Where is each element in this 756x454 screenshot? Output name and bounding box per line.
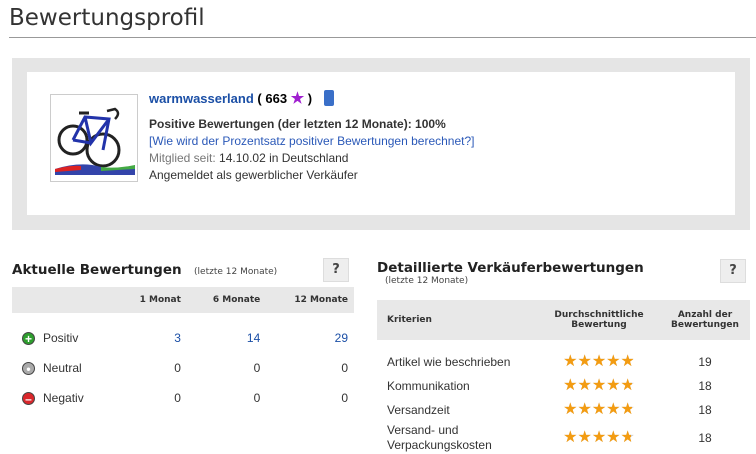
star-rating: ★★★★★ ★★★★★: [563, 377, 635, 394]
count: 0: [174, 361, 181, 375]
divider: [9, 37, 756, 38]
detailed-title: Detaillierte Verkäuferbewertungen: [377, 260, 644, 276]
row-label: Negativ: [43, 390, 84, 405]
star-rating: ★★★★★ ★★★★★: [563, 401, 635, 418]
table-row: • Neutral 0 0 0: [12, 353, 354, 383]
score-close: ): [307, 91, 313, 106]
page-title: Bewertungsprofil: [9, 5, 205, 31]
detailed-help-button[interactable]: ?: [720, 259, 746, 283]
profile-info: warmwasserland ( 663 ★ ) Positive Bewert…: [149, 90, 475, 184]
star-rating: ★★★★★ ★★★★★: [563, 429, 635, 446]
score-open: (: [257, 91, 262, 106]
member-label: Mitglied seit:: [149, 151, 216, 165]
row-label: Positiv: [43, 330, 79, 345]
rating-count: 19: [698, 355, 712, 369]
count: 0: [253, 361, 261, 375]
table-row: – Negativ 0 0 0: [12, 383, 354, 413]
count-link[interactable]: 14: [246, 331, 261, 345]
col-criteria: Kriterien: [377, 300, 538, 340]
profile-panel: warmwasserland ( 663 ★ ) Positive Bewert…: [12, 58, 750, 230]
profile-card: warmwasserland ( 663 ★ ) Positive Bewert…: [27, 72, 735, 215]
criteria-label: Versand- und Verpackungskosten: [387, 423, 492, 452]
row-label: Neutral: [43, 360, 82, 375]
star-rating: ★★★★★ ★★★★★: [563, 353, 635, 370]
username-line: warmwasserland ( 663 ★ ): [149, 90, 475, 107]
col-count: Anzahl der Bewertungen: [660, 300, 750, 340]
col-12-months: 12 Monate: [266, 287, 354, 313]
purple-star-icon[interactable]: ★: [290, 90, 305, 107]
current-header: Aktuelle Bewertungen (letzte 12 Monate): [12, 261, 277, 279]
minus-icon: –: [22, 392, 35, 406]
rating-count: 18: [698, 379, 712, 393]
table-row: Kommunikation ★★★★★ ★★★★★ 18: [377, 374, 750, 398]
bicycle-icon: [55, 107, 135, 175]
seller-type: Angemeldet als gewerblicher Verkäufer: [149, 168, 358, 182]
count: 0: [341, 361, 348, 375]
table-row: Artikel wie beschrieben ★★★★★ ★★★★★ 19: [377, 350, 750, 374]
calc-link[interactable]: [Wie wird der Prozentsatz positiver Bewe…: [149, 134, 475, 148]
count-link[interactable]: 29: [334, 331, 348, 345]
col-average: Durchschnittliche Bewertung: [538, 300, 660, 340]
current-help-button[interactable]: ?: [323, 258, 349, 282]
rating-count: 18: [698, 431, 712, 445]
count: 0: [174, 391, 181, 405]
detailed-ratings-table: Kriterien Durchschnittliche Bewertung An…: [377, 300, 750, 454]
criteria-label: Versandzeit: [387, 402, 450, 417]
count: 0: [253, 391, 261, 405]
feedback-score[interactable]: 663: [265, 91, 288, 106]
username-link[interactable]: warmwasserland: [149, 91, 254, 106]
detailed-subtitle: (letzte 12 Monate): [385, 276, 469, 286]
profile-image[interactable]: [50, 94, 138, 182]
table-row: Versandzeit ★★★★★ ★★★★★ 18: [377, 398, 750, 422]
col-6-months: 6 Monate: [186, 287, 267, 313]
current-title: Aktuelle Bewertungen: [12, 262, 182, 278]
positive-percentage: Positive Bewertungen (der letzten 12 Mon…: [149, 117, 446, 131]
criteria-label: Artikel wie beschrieben: [387, 354, 511, 369]
detailed-header: Detaillierte Verkäuferbewertungen (letzt…: [377, 260, 644, 286]
table-row: Versand- und Verpackungskosten ★★★★★ ★★★★…: [377, 422, 750, 454]
criteria-label: Kommunikation: [387, 378, 470, 393]
table-row: + Positiv 3 14 29: [12, 323, 354, 353]
rating-count: 18: [698, 403, 712, 417]
member-since: 14.10.02 in Deutschland: [219, 151, 349, 165]
current-subtitle: (letzte 12 Monate): [194, 267, 278, 277]
store-door-icon[interactable]: [323, 90, 334, 106]
current-ratings-table: 1 Monat 6 Monate 12 Monate + Positiv 3 14…: [12, 287, 354, 413]
empty-header: [12, 287, 116, 313]
col-1-month: 1 Monat: [115, 287, 187, 313]
count: 0: [341, 391, 348, 405]
neutral-icon: •: [22, 362, 35, 376]
plus-icon: +: [22, 332, 35, 346]
count-link[interactable]: 3: [174, 331, 181, 345]
